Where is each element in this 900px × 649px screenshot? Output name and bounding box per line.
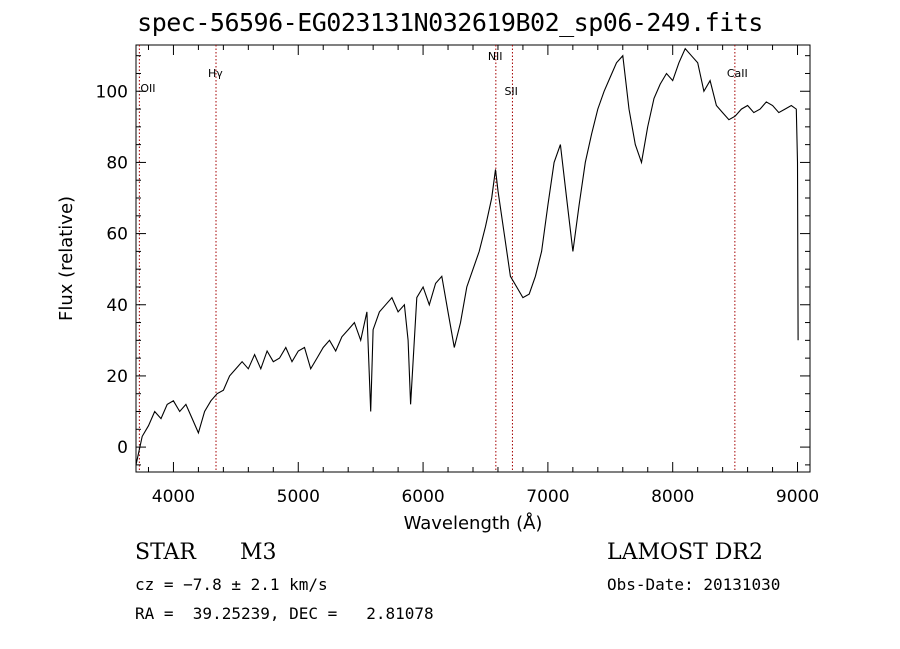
obs-date-text: Obs-Date: 20131030 [607,575,781,594]
line-marker-label: OII [140,82,155,95]
x-tick-label: 9000 [776,487,819,507]
x-tick-label: 4000 [152,487,195,507]
object-subclass: M3 [240,540,277,565]
x-tick-label: 8000 [651,487,694,507]
y-tick-label: 100 [96,82,128,102]
line-marker-label: Hγ [208,67,223,80]
y-axis-label: Flux (relative) [56,196,77,321]
y-tick-label: 20 [106,367,128,387]
spectrum-line [135,47,799,466]
x-axis-label: Wavelength (Å) [404,512,543,534]
spectrum-chart: OII Hγ NII SII CaII 4000 5000 6000 7000 8000 9000 0… [56,44,819,534]
coordinates-text: RA = 39.25239, DEC = 2.81078 [135,604,434,623]
x-tick-label: 7000 [526,487,569,507]
line-marker-label: SII [504,85,517,98]
line-marker-label: NII [488,50,503,63]
y-tick-label: 60 [106,225,128,245]
x-tick-label: 6000 [401,487,444,507]
y-tick-label: 0 [117,438,128,458]
redshift-text: cz = −7.8 ± 2.1 km/s [135,575,328,594]
object-class: STAR [135,540,196,565]
chart-title: spec-56596-EG023131N032619B02_sp06-249.f… [137,8,763,37]
x-tick-label: 5000 [277,487,320,507]
plot-frame [135,44,811,473]
line-marker-label: CaII [727,67,748,80]
y-tick-label: 80 [106,153,128,173]
y-tick-label: 40 [106,296,128,316]
survey-name: LAMOST DR2 [607,540,763,565]
